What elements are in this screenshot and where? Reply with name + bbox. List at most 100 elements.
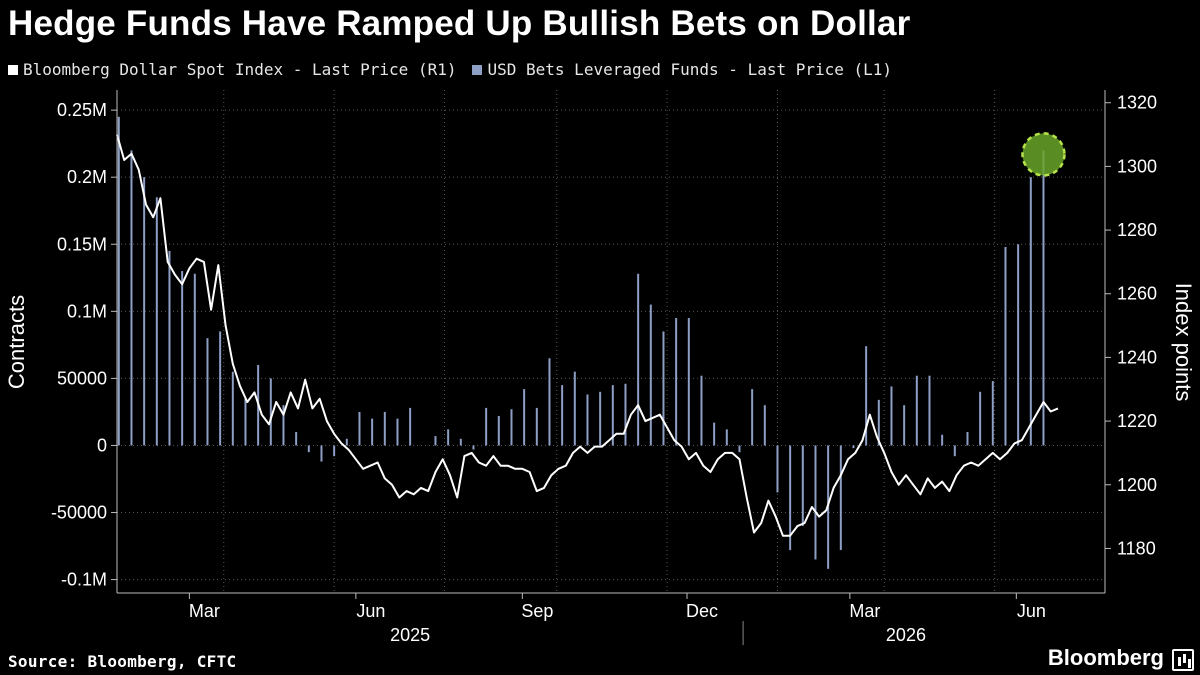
bar	[637, 273, 640, 446]
bar	[713, 422, 716, 446]
bar	[459, 438, 462, 446]
chart-title: Hedge Funds Have Ramped Up Bullish Bets …	[8, 4, 911, 43]
right-tick-label: 1300	[1117, 156, 1157, 176]
bar	[130, 150, 133, 446]
legend-label-bars: USD Bets Leveraged Funds - Last Price (L…	[487, 60, 893, 79]
bar	[725, 429, 728, 446]
left-tick-label: 0	[97, 435, 107, 455]
x-year-label: 2025	[390, 625, 430, 645]
right-tick-label: 1240	[1117, 347, 1157, 367]
bar	[751, 389, 754, 446]
bar	[941, 434, 944, 446]
brand-logo-text: Bloomberg	[1047, 645, 1164, 670]
right-tick-label: 1320	[1117, 93, 1157, 113]
bar	[738, 445, 741, 453]
highlight-circle	[1021, 132, 1066, 177]
bar	[776, 445, 779, 493]
left-tick-label: 0.15M	[57, 234, 107, 254]
bar	[662, 331, 665, 446]
bar	[814, 445, 817, 560]
legend-label-line: Bloomberg Dollar Spot Index - Last Price…	[23, 60, 457, 79]
x-tick-label: Jun	[1017, 601, 1046, 621]
right-axis-title: Index points	[1171, 283, 1196, 402]
bar	[155, 197, 158, 446]
bar	[966, 432, 969, 446]
bar	[193, 273, 196, 446]
bar	[383, 411, 386, 446]
right-tick-label: 1200	[1117, 475, 1157, 495]
dollar-index-line	[116, 134, 1059, 537]
x-year-label: 2026	[886, 625, 926, 645]
bar	[599, 391, 602, 446]
bar	[865, 346, 868, 446]
bar	[143, 177, 146, 446]
bar	[117, 116, 120, 446]
left-tick-label: -50000	[51, 503, 107, 523]
bar	[852, 445, 855, 449]
bar	[649, 304, 652, 446]
bar	[206, 338, 209, 446]
bar	[548, 358, 551, 446]
bar	[320, 445, 323, 462]
bar	[915, 375, 918, 446]
left-tick-label: 0.1M	[67, 301, 107, 321]
bar	[510, 409, 513, 446]
right-tick-label: 1220	[1117, 411, 1157, 431]
bar	[345, 438, 348, 446]
bar	[789, 445, 792, 551]
bar	[675, 318, 678, 446]
bar	[168, 250, 171, 446]
bar	[1004, 246, 1007, 446]
bar	[953, 445, 956, 457]
bar	[700, 375, 703, 446]
bar	[447, 429, 450, 446]
bar	[396, 418, 399, 446]
bar	[1029, 177, 1032, 446]
bar	[434, 436, 437, 446]
x-tick-label: Mar	[189, 601, 220, 621]
bar	[839, 445, 842, 551]
legend-swatch-line	[8, 64, 18, 75]
bar	[561, 385, 564, 446]
bar	[877, 399, 880, 446]
legend-item-line: Bloomberg Dollar Spot Index - Last Price…	[8, 60, 456, 79]
bar	[269, 378, 272, 446]
source-note: Source: Bloomberg, CFTC	[8, 652, 237, 671]
bar	[295, 432, 298, 446]
bar	[1042, 150, 1045, 446]
axes: 0.25M 0.2M 0.15M 0.1M 50000 0 -50000 -0.1M 1320 1…	[4, 90, 1196, 645]
bar	[979, 391, 982, 446]
x-tick-label: Jun	[356, 601, 385, 621]
bar	[358, 411, 361, 446]
line-series	[116, 134, 1059, 537]
bar	[991, 381, 994, 446]
bar	[497, 415, 500, 446]
right-tick-label: 1280	[1117, 220, 1157, 240]
bar	[903, 405, 906, 446]
bar	[928, 375, 931, 446]
bar	[890, 386, 893, 446]
bar	[231, 371, 234, 446]
bar	[763, 405, 766, 446]
bar	[282, 405, 285, 446]
left-axis-title: Contracts	[4, 295, 29, 389]
bar	[573, 371, 576, 446]
x-tick-label: Sep	[521, 601, 553, 621]
bar	[181, 271, 184, 446]
bar	[244, 398, 247, 446]
bar	[523, 389, 526, 446]
bar	[535, 407, 538, 446]
bar	[307, 445, 310, 453]
right-tick-label: 1180	[1117, 538, 1156, 558]
x-tick-label: Mar	[849, 601, 880, 621]
bar	[611, 385, 614, 446]
right-tick-label: 1260	[1117, 284, 1157, 304]
bar	[472, 445, 475, 450]
legend-item-bars: USD Bets Leveraged Funds - Last Price (L…	[472, 60, 892, 79]
bar	[333, 445, 336, 457]
bar	[586, 394, 589, 446]
bar	[1017, 244, 1020, 446]
legend: Bloomberg Dollar Spot Index - Last Price…	[8, 60, 892, 79]
bar-series	[117, 116, 1045, 569]
